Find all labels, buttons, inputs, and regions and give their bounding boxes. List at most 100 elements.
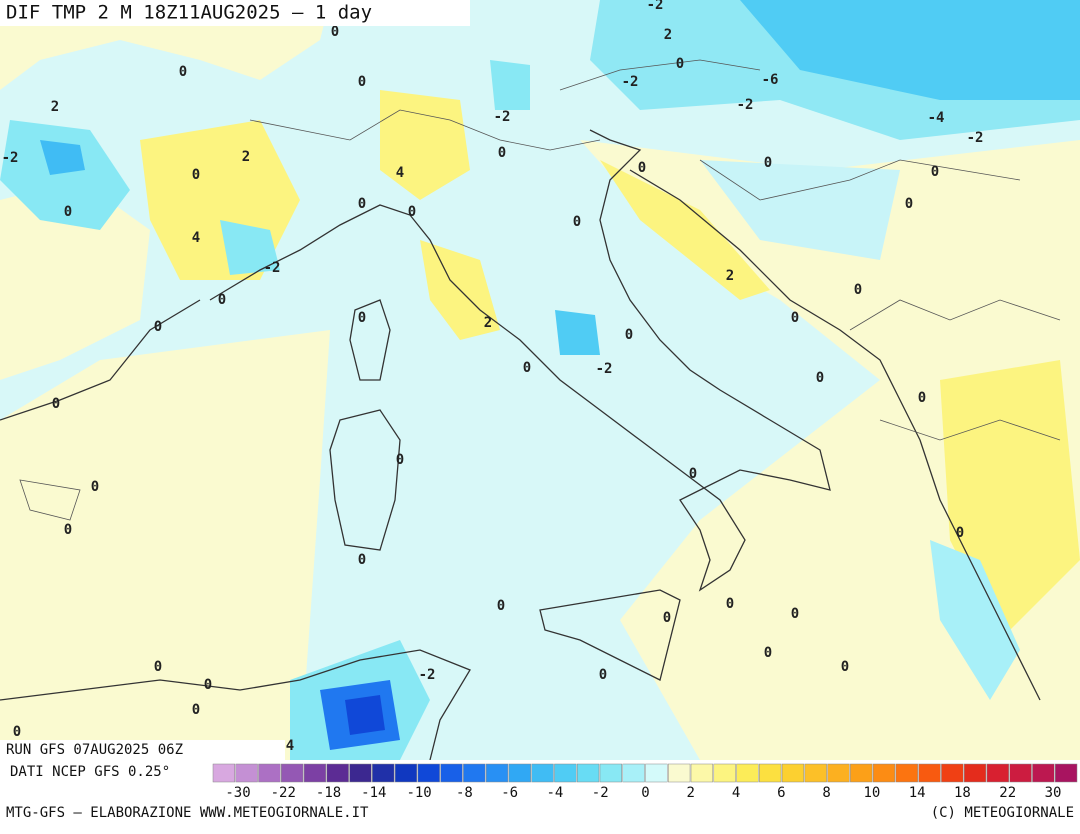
source-info: DATI NCEP GFS 0.25° xyxy=(10,764,170,780)
legend-swatch xyxy=(417,763,440,783)
contour-label: -2 xyxy=(622,74,639,90)
legend-swatch xyxy=(941,763,964,783)
contour-label: 4 xyxy=(192,230,200,246)
contour-label: -2 xyxy=(264,260,281,276)
legend-swatch xyxy=(690,763,714,783)
legend-swatch xyxy=(918,763,941,783)
legend-swatch xyxy=(508,763,531,783)
contour-label: 0 xyxy=(192,702,200,718)
contour-label: 0 xyxy=(64,204,72,220)
contour-label: 0 xyxy=(396,452,404,468)
contour-label: 0 xyxy=(841,659,849,675)
legend-swatch xyxy=(759,763,782,783)
contour-label: 0 xyxy=(663,610,671,626)
legend-swatch xyxy=(1032,763,1055,783)
contour-label: -4 xyxy=(928,110,945,126)
contour-label: 2 xyxy=(484,315,492,331)
footer-left: MTG-GFS – ELABORAZIONE WWW.METEOGIORNALE… xyxy=(6,805,369,821)
legend-label: 6 xyxy=(777,785,785,801)
legend-swatch xyxy=(463,763,486,783)
contour-label: 0 xyxy=(358,196,366,212)
contour-label: 0 xyxy=(816,370,824,386)
legend-swatch xyxy=(599,763,622,783)
legend-swatch xyxy=(850,763,873,783)
contour-label: 0 xyxy=(64,522,72,538)
contour-label: 0 xyxy=(154,659,162,675)
legend-label: 0 xyxy=(641,785,649,801)
legend-swatch xyxy=(1054,763,1078,783)
contour-label: 0 xyxy=(523,360,531,376)
legend-swatch xyxy=(349,763,372,783)
legend-label: 22 xyxy=(999,785,1016,801)
legend-swatch xyxy=(281,763,304,783)
legend-label: -8 xyxy=(456,785,473,801)
legend-swatch xyxy=(736,763,759,783)
contour-label: 0 xyxy=(905,196,913,212)
contour-label: 0 xyxy=(638,160,646,176)
contour-label: 0 xyxy=(192,167,200,183)
contour-label: 0 xyxy=(52,396,60,412)
legend-label: 10 xyxy=(863,785,880,801)
contour-label: 0 xyxy=(689,466,697,482)
contour-label: 0 xyxy=(573,214,581,230)
legend-label: -6 xyxy=(501,785,518,801)
contour-label: 2 xyxy=(664,27,672,43)
contour-label: 0 xyxy=(599,667,607,683)
contour-label: 4 xyxy=(396,165,404,181)
legend-swatch xyxy=(963,763,987,783)
contour-label: -2 xyxy=(647,0,664,13)
legend-swatch xyxy=(668,763,691,783)
contour-label: 0 xyxy=(625,327,633,343)
contour-label: 0 xyxy=(331,24,339,40)
legend-swatch xyxy=(827,763,850,783)
legend-swatch xyxy=(622,763,645,783)
legend-swatch xyxy=(554,763,577,783)
legend-label: -2 xyxy=(592,785,609,801)
legend-swatch xyxy=(872,763,896,783)
legend-swatch xyxy=(394,763,418,783)
run-info: RUN GFS 07AUG2025 06Z xyxy=(6,742,183,758)
legend-label: -14 xyxy=(361,785,386,801)
contour-label: 0 xyxy=(179,64,187,80)
legend-swatch xyxy=(372,763,395,783)
legend-swatch xyxy=(804,763,827,783)
coastlines xyxy=(0,59,1061,761)
contour-label: 2 xyxy=(51,99,59,115)
legend-swatch xyxy=(326,763,349,783)
title: DIF TMP 2 M 18Z11AUG2025 – 1 day xyxy=(6,2,372,24)
contour-label: 0 xyxy=(204,677,212,693)
contour-label: 0 xyxy=(358,310,366,326)
contour-label: 2 xyxy=(726,268,734,284)
legend-label: -4 xyxy=(547,785,564,801)
contour-label: -2 xyxy=(596,361,613,377)
contour-label: 0 xyxy=(931,164,939,180)
contour-label: 0 xyxy=(13,724,21,740)
legend-swatch xyxy=(212,763,236,783)
footer-right: (C) METEOGIORNALE xyxy=(931,805,1074,821)
contour-label: 0 xyxy=(791,310,799,326)
legend-swatch xyxy=(986,763,1009,783)
contour-label: 0 xyxy=(676,56,684,72)
legend-label: 8 xyxy=(822,785,830,801)
legend-label: -30 xyxy=(225,785,250,801)
contour-label: 0 xyxy=(918,390,926,406)
contour-label: 0 xyxy=(218,292,226,308)
contour-label: 0 xyxy=(726,596,734,612)
contour-label: 0 xyxy=(764,155,772,171)
contour-label: 0 xyxy=(854,282,862,298)
contour-label: 0 xyxy=(497,598,505,614)
legend-label: -10 xyxy=(406,785,431,801)
legend-swatch xyxy=(1009,763,1032,783)
contour-label: -2 xyxy=(494,109,511,125)
legend-label: 30 xyxy=(1045,785,1062,801)
legend-swatch xyxy=(895,763,918,783)
contour-label: 0 xyxy=(358,552,366,568)
legend-swatch xyxy=(235,763,258,783)
contour-label: 2 xyxy=(242,149,250,165)
contour-label: -2 xyxy=(737,97,754,113)
contour-label: 0 xyxy=(498,145,506,161)
contour-label: -2 xyxy=(967,130,984,146)
contour-label: -2 xyxy=(2,150,19,166)
